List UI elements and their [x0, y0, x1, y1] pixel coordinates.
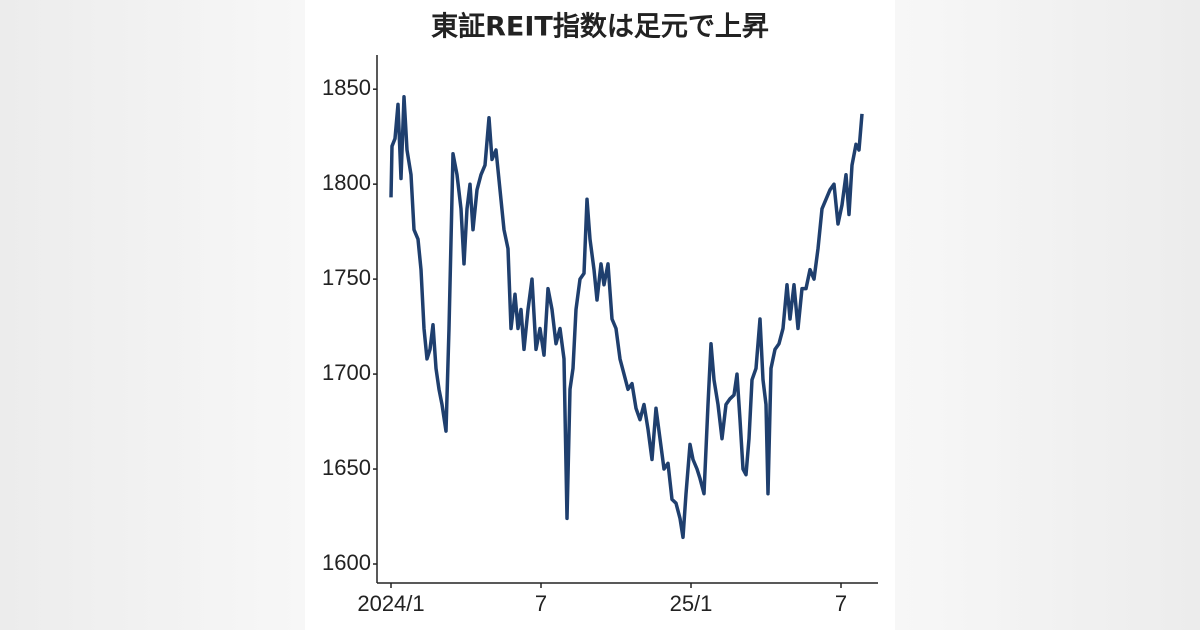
x-tick-label: 25/1 — [670, 591, 713, 616]
x-tick-label: 2024/1 — [357, 591, 424, 616]
y-tick-label: 1650 — [322, 455, 371, 480]
y-tick-label: 1850 — [322, 75, 371, 100]
chart-title: 東証REIT指数は足元で上昇 — [431, 11, 769, 43]
x-tick-label: 7 — [835, 591, 847, 616]
y-tick-label: 1600 — [322, 550, 371, 575]
line — [389, 95, 864, 540]
y-tick-label: 1800 — [322, 170, 371, 195]
x-tick-label: 7 — [535, 591, 547, 616]
y-tick-label: 1700 — [322, 360, 371, 385]
y-tick-label: 1750 — [322, 265, 371, 290]
panel — [305, 0, 895, 630]
